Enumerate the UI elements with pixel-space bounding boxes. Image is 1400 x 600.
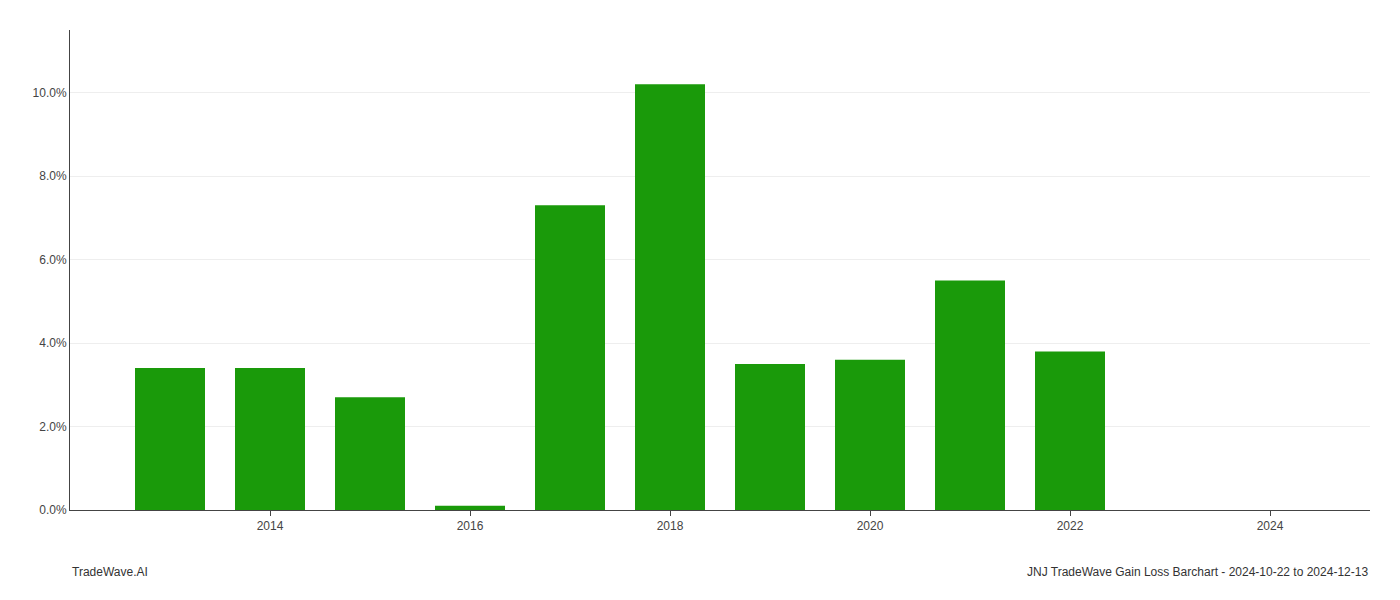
svg-text:4.0%: 4.0% bbox=[39, 336, 67, 350]
svg-text:10.0%: 10.0% bbox=[33, 86, 67, 100]
svg-text:2014: 2014 bbox=[257, 519, 284, 533]
svg-text:0.0%: 0.0% bbox=[39, 503, 67, 517]
svg-text:2020: 2020 bbox=[857, 519, 884, 533]
svg-text:6.0%: 6.0% bbox=[39, 253, 67, 267]
svg-text:JNJ TradeWave Gain Loss Barcha: JNJ TradeWave Gain Loss Barchart - 2024-… bbox=[1027, 565, 1368, 579]
svg-text:TradeWave.AI: TradeWave.AI bbox=[72, 565, 148, 579]
svg-text:2022: 2022 bbox=[1057, 519, 1084, 533]
svg-text:2018: 2018 bbox=[657, 519, 684, 533]
svg-text:2.0%: 2.0% bbox=[39, 420, 67, 434]
svg-text:8.0%: 8.0% bbox=[39, 169, 67, 183]
svg-text:2016: 2016 bbox=[457, 519, 484, 533]
svg-text:2024: 2024 bbox=[1257, 519, 1284, 533]
